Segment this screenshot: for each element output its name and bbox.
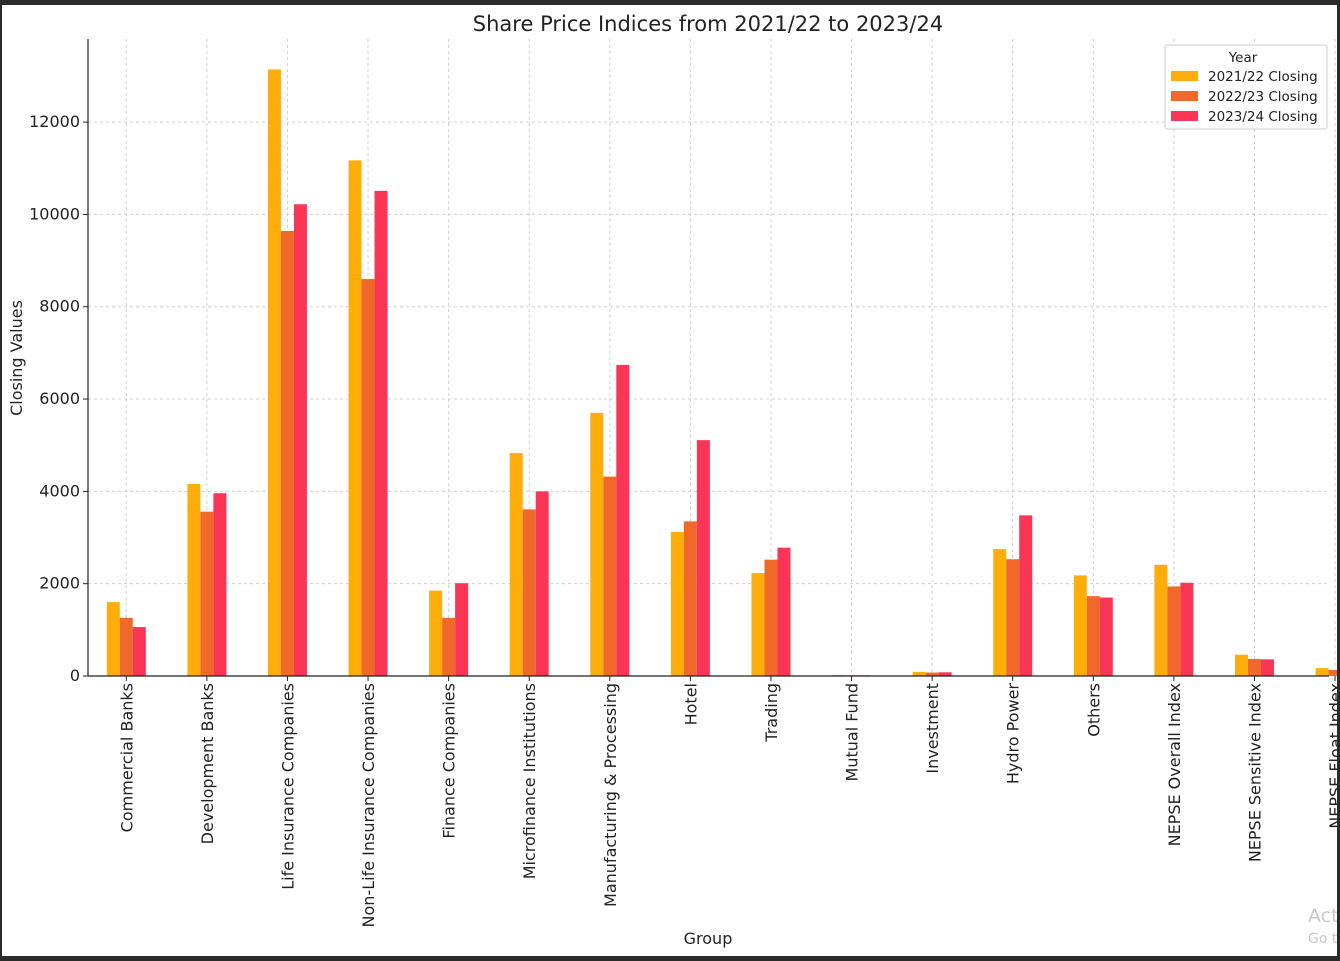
bar [1315, 668, 1329, 676]
y-tick-labels: 0 2000 4000 6000 8000 10000 12000 [29, 112, 80, 685]
bar [1328, 669, 1337, 676]
bar [361, 279, 375, 676]
bar [1086, 596, 1100, 676]
bar [509, 453, 523, 676]
y-tick-label: 2000 [39, 574, 80, 593]
y-tick-label: 4000 [39, 481, 80, 500]
bar [522, 509, 536, 676]
bar [751, 573, 765, 676]
bar [590, 412, 604, 676]
legend-swatch [1171, 111, 1198, 121]
x-category-label: Manufacturing & Processing [601, 683, 620, 907]
x-category-label: Development Banks [198, 683, 217, 844]
bar [267, 69, 281, 677]
y-tick-label: 12000 [29, 112, 80, 131]
bar [106, 602, 120, 676]
x-category-label: Mutual Fund [843, 683, 862, 781]
bar-chart: 0 2000 4000 6000 8000 10000 12000 Commercial B… [7, 12, 1337, 948]
legend-swatch [1171, 91, 1198, 101]
x-category-label: Investment [923, 683, 942, 774]
bar [1019, 515, 1033, 676]
bar [119, 617, 133, 676]
legend-entry-label: 2021/22 Closing [1208, 69, 1318, 85]
bar [455, 583, 469, 676]
bar [213, 493, 227, 676]
x-category-label: Microfinance Institutions [520, 683, 539, 879]
chart-frame: 0 2000 4000 6000 8000 10000 12000 Commercial B… [2, 5, 1337, 956]
x-category-label: Hydro Power [1004, 683, 1023, 785]
watermark-line1: Acti [1308, 905, 1337, 927]
bar [535, 491, 549, 676]
bar [993, 549, 1007, 676]
bar [925, 672, 939, 676]
bar [200, 511, 214, 676]
bar [1099, 597, 1113, 676]
bar [1167, 586, 1181, 676]
x-category-label: NEPSE Overall Index [1165, 683, 1184, 846]
bar [1073, 575, 1087, 676]
y-tick-label: 0 [70, 666, 80, 685]
x-category-label: NEPSE Sensitive Index [1245, 683, 1264, 862]
watermark-line2: Go t [1308, 931, 1337, 947]
bar [683, 521, 697, 676]
bar [132, 627, 146, 676]
y-tick-label: 10000 [29, 204, 80, 223]
bar [348, 160, 362, 676]
bar [777, 547, 791, 676]
bar [764, 559, 778, 676]
legend-swatch [1171, 71, 1198, 81]
bar [429, 590, 443, 676]
x-category-label: Finance Companies [440, 683, 459, 839]
y-tick-label: 6000 [39, 389, 80, 408]
bar [938, 672, 952, 676]
x-category-label: Others [1084, 683, 1103, 737]
bar [1006, 559, 1020, 676]
legend: Year 2021/22 Closing 2022/23 Closing 2023/… [1164, 44, 1328, 130]
bar [187, 483, 201, 676]
legend-entry-label: 2022/23 Closing [1208, 89, 1318, 105]
bar [280, 231, 294, 676]
axes-layer [83, 39, 1336, 681]
x-axis-label: Group [684, 929, 733, 948]
x-category-labels: Commercial Banks Development Banks Life In… [117, 683, 1337, 928]
bar [1260, 659, 1274, 676]
y-axis-label: Closing Values [7, 300, 26, 416]
x-category-label: Non-Life Insurance Companies [359, 683, 378, 927]
bar [1180, 582, 1194, 676]
bar [374, 190, 388, 676]
legend-box [1164, 44, 1328, 130]
bar [912, 671, 926, 676]
bar [603, 476, 617, 676]
legend-title: Year [1228, 50, 1258, 66]
y-tick-label: 8000 [39, 297, 80, 316]
bar [293, 204, 307, 676]
bar [1234, 654, 1248, 676]
legend-entry-label: 2023/24 Closing [1208, 109, 1318, 125]
chart-title: Share Price Indices from 2021/22 to 2023… [473, 12, 943, 36]
bar [696, 440, 710, 676]
bar [1154, 564, 1168, 676]
bars-layer [106, 69, 1337, 677]
bar [616, 364, 630, 676]
x-category-label: Life Insurance Companies [278, 683, 297, 890]
x-category-label: Commercial Banks [117, 683, 136, 832]
x-category-label: NEPSE Float Index [1326, 683, 1337, 829]
bar [670, 531, 684, 676]
bar [1247, 658, 1261, 676]
bar [442, 617, 456, 676]
x-category-label: Hotel [681, 683, 700, 725]
x-category-label: Trading [762, 683, 781, 743]
